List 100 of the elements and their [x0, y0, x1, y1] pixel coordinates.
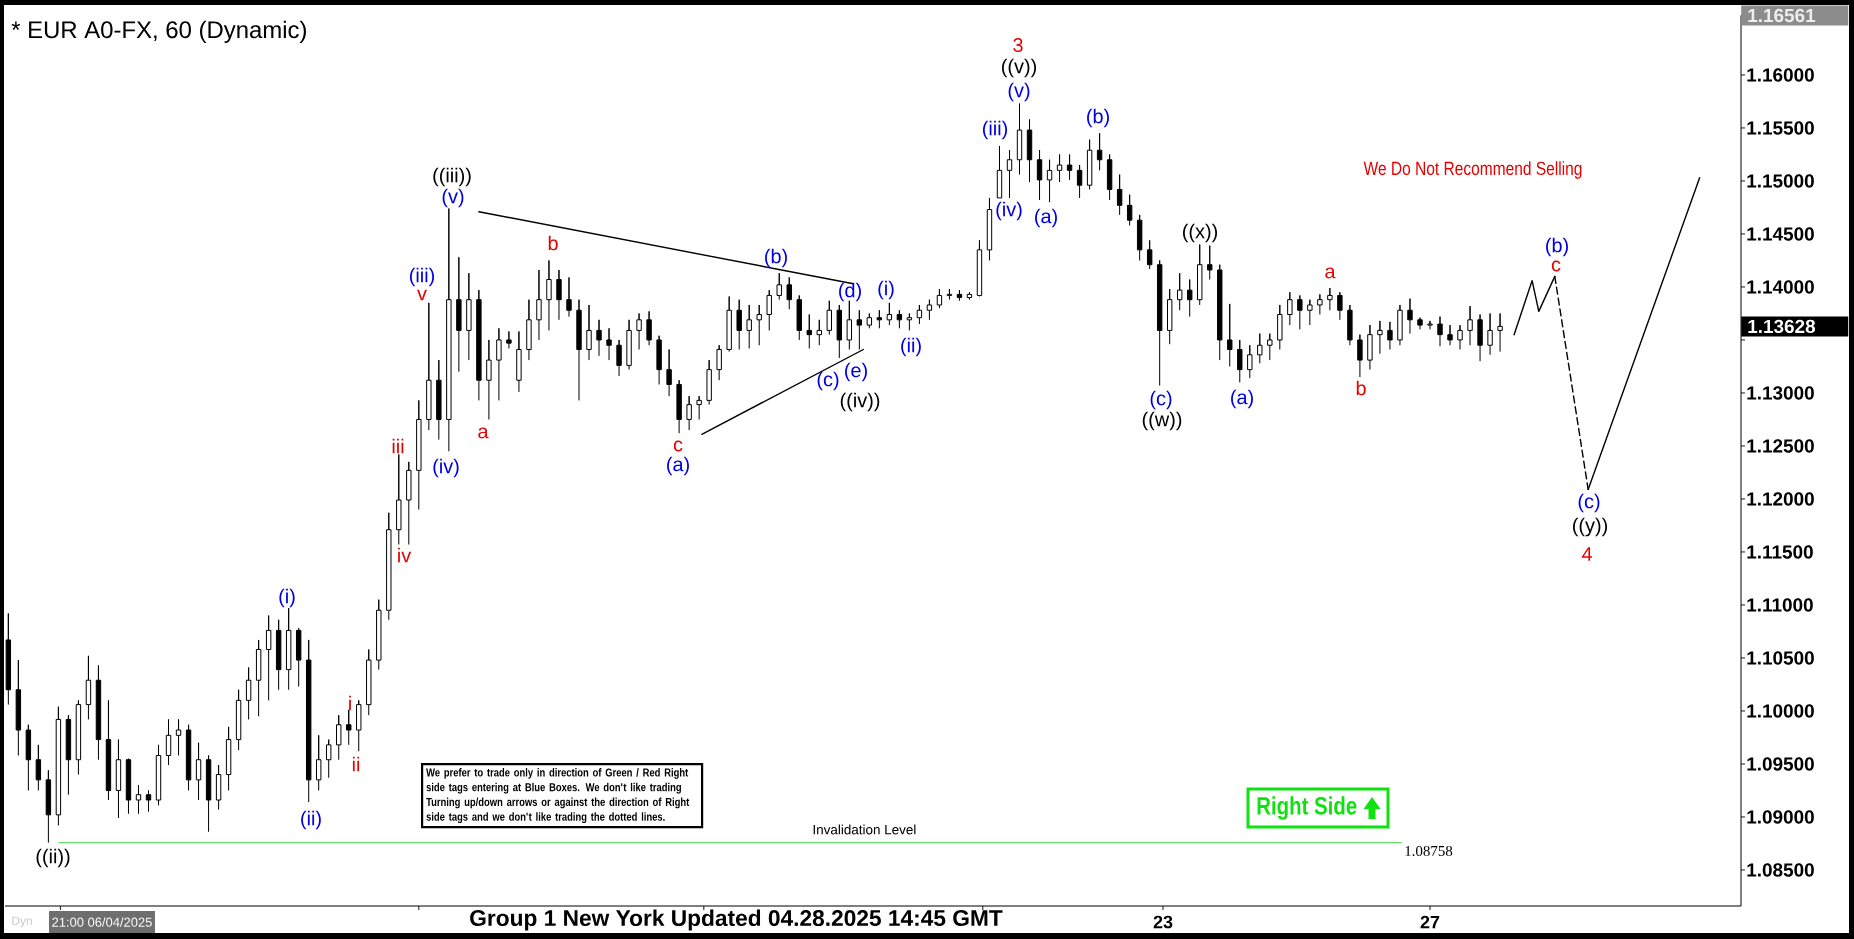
- candlestick: [356, 699, 362, 752]
- candlestick: [566, 276, 572, 318]
- annotation: (c): [1150, 390, 1172, 410]
- annotation: (b): [1087, 108, 1109, 128]
- annotation: 3: [1013, 37, 1023, 53]
- annotation: (a): [1035, 208, 1057, 228]
- candlestick: [165, 718, 172, 766]
- candlestick: [716, 344, 722, 381]
- candlestick: [1407, 298, 1413, 335]
- candlestick: [105, 699, 112, 801]
- text: Group 1 New York Updated 04.28.2025 14:45 GMT: [470, 909, 1003, 931]
- candlestick: [1036, 149, 1043, 201]
- x-tick-label: 23: [1153, 915, 1173, 929]
- annotation: (a): [667, 456, 689, 476]
- candlestick: [676, 379, 682, 434]
- candlestick: [305, 639, 312, 803]
- annotation: a: [478, 427, 489, 439]
- candlestick: [255, 639, 262, 717]
- candlestick: [766, 289, 772, 331]
- candlestick: [235, 689, 242, 751]
- candlestick: [115, 739, 122, 819]
- candlestick: [215, 764, 222, 811]
- annotation: a: [1325, 267, 1336, 279]
- candlestick: [496, 327, 502, 401]
- candlestick: [1187, 279, 1193, 318]
- candlestick: [1427, 320, 1433, 330]
- candlestick: [85, 655, 92, 720]
- candlestick: [1166, 288, 1173, 345]
- candlestick: [265, 615, 272, 701]
- candlestick: [796, 294, 802, 341]
- annotation: ((x)): [1183, 223, 1218, 243]
- candlestick: [416, 399, 422, 511]
- annotation: We Do Not Recommend Selling: [1363, 161, 1582, 179]
- candlestick: [646, 310, 652, 346]
- candlestick: [245, 667, 252, 720]
- candlestick: [35, 744, 42, 791]
- candlestick: [185, 724, 192, 791]
- candlestick: [596, 319, 602, 357]
- candlestick: [1437, 316, 1443, 347]
- y-tick-label: 1.16561: [1748, 8, 1816, 23]
- candlestick: [1016, 103, 1023, 176]
- candlestick: [736, 299, 742, 350]
- candlestick: [195, 742, 202, 801]
- candlestick: [896, 309, 903, 329]
- candlestick: [1076, 164, 1083, 199]
- annotation: ((ii)): [36, 848, 70, 868]
- annotation: 1.08758: [1405, 845, 1453, 857]
- candlestick: [1477, 314, 1483, 362]
- candlestick: [906, 312, 913, 331]
- annotation: ((iii)): [433, 167, 471, 187]
- y-tick-label: 1.10500: [1747, 651, 1814, 665]
- candlestick: [556, 269, 562, 321]
- candlestick: [45, 769, 52, 844]
- annotation: (iii): [982, 120, 1008, 140]
- series-label: Invalidation Level: [813, 824, 916, 835]
- candlestick: [285, 607, 292, 691]
- annotation: ((y)): [1573, 517, 1608, 537]
- annotation: v: [417, 289, 427, 301]
- candlestick: [1257, 333, 1263, 364]
- candlestick: [816, 319, 822, 346]
- candlestick: [1227, 303, 1233, 367]
- candlestick: [436, 359, 442, 441]
- candlestick: [346, 709, 352, 746]
- candlestick: [696, 395, 702, 420]
- candlestick: [326, 739, 332, 779]
- candlestick: [1287, 291, 1293, 326]
- annotation: c: [673, 440, 683, 452]
- candlestick: [726, 296, 732, 353]
- candlestick: [135, 784, 142, 815]
- candlestick: [1086, 139, 1093, 190]
- candlestick: [996, 145, 1003, 199]
- annotation: (c): [1578, 493, 1600, 513]
- candlestick: [376, 599, 382, 671]
- candlestick: [1056, 153, 1063, 183]
- annotation: b: [1356, 380, 1366, 396]
- candlestick: [1417, 317, 1423, 330]
- candlestick: [1297, 294, 1303, 330]
- annotation: (i): [279, 588, 295, 608]
- candlestick: [75, 699, 82, 776]
- candlestick: [786, 276, 792, 310]
- candlestick: [1397, 304, 1403, 346]
- candlestick: [155, 744, 162, 806]
- y-tick-label: 1.08500: [1747, 863, 1814, 877]
- candlestick: [95, 664, 102, 761]
- annotation: c: [1551, 260, 1561, 272]
- y-tick-label: 1.09500: [1747, 757, 1814, 771]
- candlestick: [1066, 153, 1073, 181]
- candlestick: [1347, 304, 1353, 346]
- annotation: (b): [1546, 237, 1568, 257]
- candlestick: [926, 299, 933, 321]
- candlestick: [476, 289, 482, 401]
- candlestick: [1096, 132, 1103, 171]
- candlestick: [1377, 320, 1383, 355]
- candlestick: [1006, 149, 1013, 199]
- candlestick: [1487, 312, 1493, 356]
- annotation: (i): [878, 280, 894, 300]
- candlestick: [576, 299, 582, 401]
- candlestick: [1136, 214, 1143, 261]
- y-tick-label: 1.12000: [1747, 492, 1814, 506]
- candlestick: [1307, 299, 1313, 326]
